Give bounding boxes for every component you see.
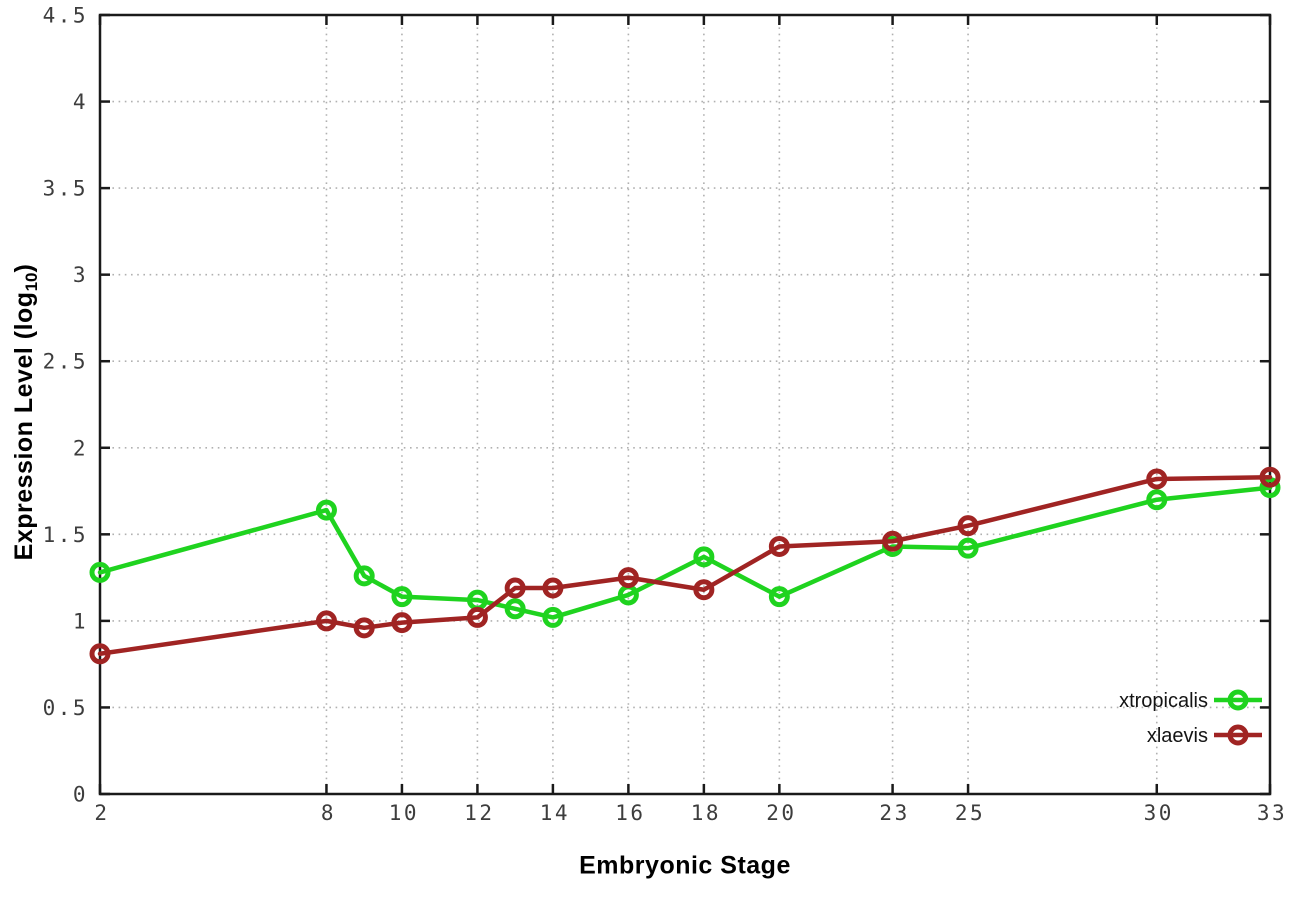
data-point-marker-xtropicalis [391, 586, 413, 608]
y-tick-label: 2 [73, 436, 88, 460]
legend-label-xlaevis: xlaevis [1147, 725, 1208, 747]
legend-marker-xlaevis [1227, 724, 1249, 746]
x-tick-label: 18 [691, 801, 721, 825]
data-point-marker-xlaevis [353, 617, 375, 639]
data-point-marker-xlaevis [617, 567, 639, 589]
y-tick-label: 4.5 [43, 4, 88, 28]
x-tick-label: 12 [464, 801, 494, 825]
data-point-marker-xlaevis [315, 610, 337, 632]
data-point-marker-xtropicalis [504, 598, 526, 620]
legend-label-xtropicalis: xtropicalis [1119, 690, 1208, 712]
plot-border [98, 13, 1272, 796]
x-tick-label: 23 [879, 801, 909, 825]
y-axis-title: Expression Level (log10) [10, 264, 42, 561]
y-axis-title-subscript: 10 [21, 272, 41, 292]
data-point-marker-xlaevis [882, 530, 904, 552]
y-tick-label: 2.5 [43, 350, 88, 374]
data-point-marker-xtropicalis [1259, 477, 1281, 499]
data-point-marker-xtropicalis [353, 565, 375, 587]
data-point-marker-xtropicalis [89, 561, 111, 583]
x-tick-label: 2 [94, 801, 109, 825]
data-point-marker-xlaevis [391, 612, 413, 634]
data-point-marker-xtropicalis [542, 606, 564, 628]
x-tick-label: 16 [615, 801, 645, 825]
data-point-marker-xlaevis [768, 535, 790, 557]
x-tick-label: 20 [766, 801, 796, 825]
x-tick-label: 25 [955, 801, 985, 825]
data-point-marker-xtropicalis [315, 499, 337, 521]
x-tick-label: 33 [1257, 801, 1287, 825]
series-line-xtropicalis [97, 485, 1273, 620]
y-axis-title-suffix: ) [10, 263, 39, 273]
data-point-marker-xlaevis [89, 643, 111, 665]
y-tick-label: 0 [73, 783, 88, 807]
data-point-marker-xlaevis [504, 577, 526, 599]
y-tick-label: 3 [73, 263, 88, 287]
x-tick-label: 14 [540, 801, 570, 825]
legend-marker-xtropicalis [1227, 689, 1249, 711]
data-point-marker-xlaevis [1259, 466, 1281, 488]
data-point-marker-xtropicalis [768, 586, 790, 608]
data-point-marker-xlaevis [1146, 468, 1168, 490]
y-tick-label: 1 [73, 609, 88, 633]
y-tick-label: 1.5 [43, 523, 88, 547]
y-axis-title-main: Expression Level (log [10, 291, 39, 561]
x-axis-title: Embryonic Stage [579, 851, 791, 880]
data-point-marker-xlaevis [542, 577, 564, 599]
data-point-marker-xlaevis [957, 515, 979, 537]
y-tick-label: 0.5 [43, 696, 88, 720]
x-tick-label: 8 [321, 801, 336, 825]
y-tick-label: 4 [73, 90, 88, 114]
data-point-marker-xtropicalis [693, 546, 715, 568]
data-point-marker-xlaevis [466, 606, 488, 628]
data-point-marker-xtropicalis [1146, 489, 1168, 511]
y-tick-label: 3.5 [43, 177, 88, 201]
data-point-marker-xlaevis [693, 579, 715, 601]
x-tick-label: 10 [389, 801, 419, 825]
x-tick-label: 30 [1144, 801, 1174, 825]
data-point-marker-xtropicalis [957, 537, 979, 559]
